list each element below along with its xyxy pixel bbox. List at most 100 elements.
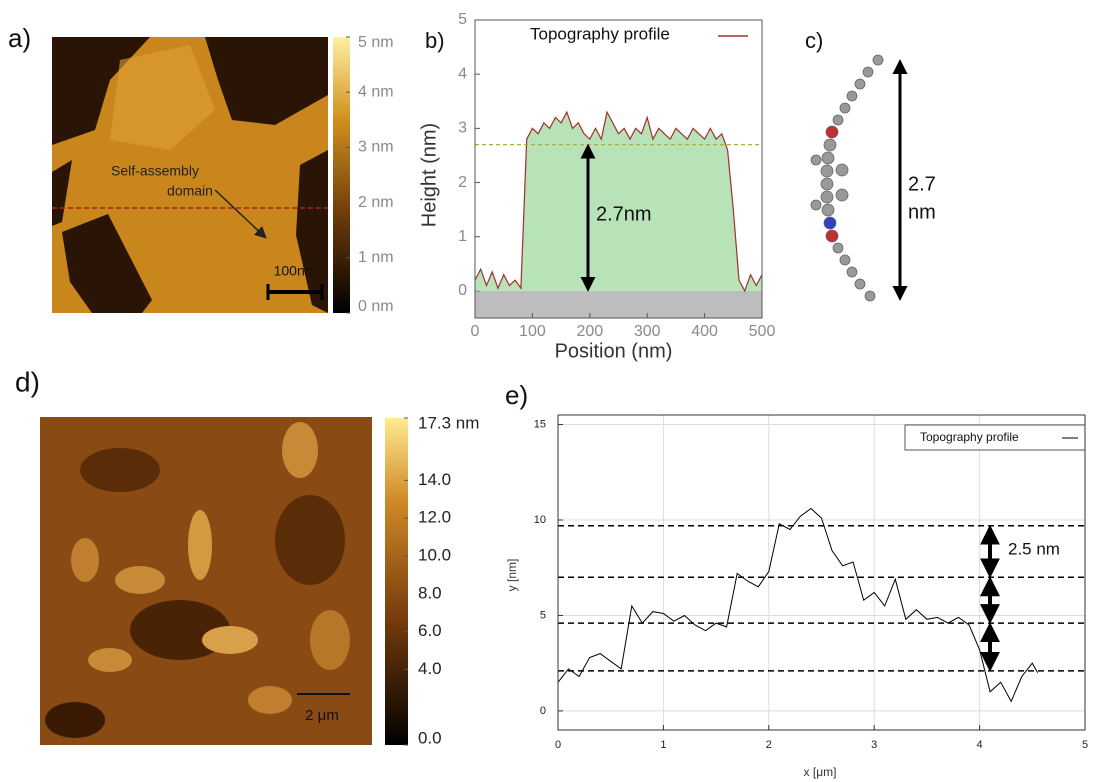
legend-label: Topography profile: [920, 430, 1019, 444]
colorbar-tick-label: 2 nm: [358, 194, 394, 211]
atom: [872, 54, 884, 66]
bright-region: [71, 538, 99, 582]
scale-bar-label: 100nm: [274, 263, 317, 279]
y-tick-label: 15: [534, 418, 546, 430]
length-label: nm: [908, 201, 936, 223]
x-tick-label: 1: [660, 739, 666, 751]
atom: [862, 66, 874, 78]
x-tick-label: 3: [871, 739, 877, 751]
bright-region: [310, 610, 350, 670]
colorbar-tick-label: 1 nm: [358, 249, 394, 266]
bright-region: [188, 510, 212, 580]
colorbar: [333, 37, 350, 313]
atom: [864, 290, 876, 302]
atom: [810, 199, 822, 211]
colorbar-tick-label: 0.0: [418, 728, 442, 747]
x-tick-label: 500: [749, 323, 776, 340]
colorbar-tick-label: 5 nm: [358, 34, 394, 51]
molecule: [810, 54, 884, 302]
bright-region: [115, 566, 165, 594]
colorbar-tick-label: 3 nm: [358, 139, 394, 156]
x-tick-label: 100: [519, 323, 546, 340]
afm-image-d: 2 μm: [40, 417, 372, 745]
bright-domain: [110, 45, 215, 150]
annotation: Self-assembly: [111, 163, 199, 179]
colorbar-tick-label: 0 nm: [358, 298, 394, 315]
dark-region: [80, 448, 160, 492]
panel-label: b): [425, 28, 445, 53]
x-tick-label: 5: [1082, 739, 1088, 751]
atom: [835, 188, 849, 202]
colorbar-tick-label: 10.0: [418, 545, 451, 564]
line: [557, 507, 1039, 703]
scale-bar-label: 2 μm: [305, 707, 339, 724]
x-axis-label: Position (nm): [555, 340, 673, 362]
atom: [821, 151, 835, 165]
colorbar-tick-label: 14.0: [418, 470, 451, 489]
panel-label: a): [8, 23, 31, 53]
legend-label: Topography profile: [530, 24, 670, 43]
plot-frame: [474, 19, 763, 319]
baseline-region: [475, 290, 762, 318]
panel-label: e): [505, 380, 528, 410]
atom: [832, 114, 844, 126]
y-tick-label: 4: [458, 65, 467, 82]
afm-image-a: Self-assembly domain 100nm: [52, 37, 328, 313]
atom: [810, 154, 822, 166]
colorbar-tick-label: 6.0: [418, 621, 442, 640]
annotation: 2.7nm: [596, 203, 652, 225]
atom: [846, 266, 858, 278]
plot-frame: [557, 414, 1086, 731]
atom: [820, 177, 834, 191]
atom: [820, 190, 834, 204]
colorbar-tick-label: 8.0: [418, 583, 442, 602]
bright-region: [248, 686, 292, 714]
dark-domain: [52, 160, 72, 226]
atom: [832, 242, 844, 254]
panel-label: c): [805, 28, 823, 53]
y-tick-label: 5: [458, 11, 467, 28]
atom: [854, 278, 866, 290]
bright-region: [282, 422, 318, 478]
line: [474, 110, 763, 293]
dark-domain: [296, 150, 328, 313]
x-tick-label: 0: [555, 739, 561, 751]
atom: [835, 163, 849, 177]
dark-domain: [62, 214, 152, 313]
colorbar-tick-label: 4.0: [418, 659, 442, 678]
y-tick-label: 3: [458, 120, 467, 137]
colorbar-tick-label: 4 nm: [358, 83, 394, 100]
x-tick-label: 0: [471, 323, 480, 340]
area: [475, 112, 762, 291]
x-axis-label: x [μm]: [804, 765, 837, 779]
atom: [820, 164, 834, 178]
atom: [839, 254, 851, 266]
atom: [839, 102, 851, 114]
y-tick-label: 10: [534, 514, 546, 526]
atom: [823, 138, 837, 152]
atom: [846, 90, 858, 102]
atom: [825, 229, 839, 243]
y-axis-label: y [nm]: [505, 559, 519, 592]
x-tick-label: 4: [977, 739, 983, 751]
atom: [854, 78, 866, 90]
dark-region: [45, 702, 105, 738]
y-tick-label: 0: [458, 282, 467, 299]
bright-region: [88, 648, 132, 672]
annotation-arrow: [214, 189, 267, 239]
dark-domain: [205, 37, 328, 125]
colorbar-tick-label: 12.0: [418, 508, 451, 527]
x-tick-label: 200: [576, 323, 603, 340]
y-axis-label: Height (nm): [418, 123, 440, 227]
atom: [821, 203, 835, 217]
y-tick-label: 1: [458, 228, 467, 245]
dark-domain: [52, 37, 150, 145]
atom: [825, 125, 839, 139]
bright-region: [202, 626, 258, 654]
atom: [823, 216, 837, 230]
length-label: 2.7: [908, 173, 936, 195]
panel-label: d): [15, 366, 40, 397]
colorbar: [385, 418, 408, 745]
dark-region: [275, 495, 345, 585]
